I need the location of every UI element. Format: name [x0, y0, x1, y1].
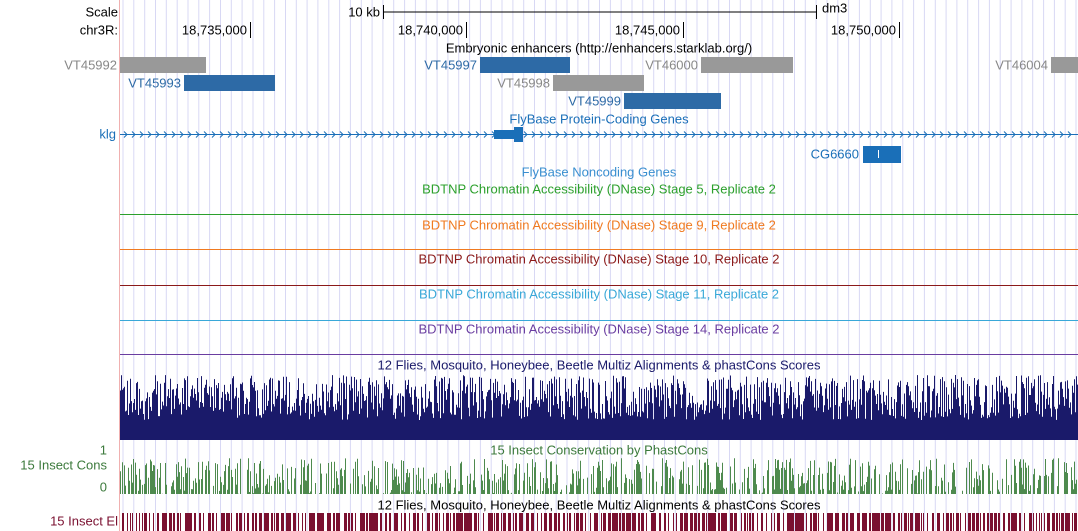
strand-arrows [123, 131, 1072, 138]
multiz-wiggle [120, 375, 1078, 440]
axis-label: 0 [100, 479, 107, 494]
enhancer-feature [624, 93, 721, 109]
enhancer-feature [480, 57, 570, 73]
gene-label: CG6660 [811, 146, 859, 161]
track-title: BDTNP Chromatin Accessibility (DNase) St… [418, 321, 779, 336]
scale-label: Scale [85, 4, 118, 19]
exon [514, 127, 523, 142]
gene-label: klg [99, 126, 116, 141]
position-label: 18,740,000 [398, 22, 463, 37]
enhancer-feature [553, 75, 644, 91]
exon [863, 146, 901, 163]
position-label: 18,745,000 [615, 22, 680, 37]
track-title: FlyBase Noncoding Genes [522, 164, 677, 179]
chrom-label: chr3R: [80, 22, 118, 37]
track-title: BDTNP Chromatin Accessibility (DNase) St… [418, 251, 779, 266]
track-title: BDTNP Chromatin Accessibility (DNase) St… [422, 181, 776, 196]
feature-label: VT45998 [497, 75, 550, 90]
track-title: 12 Flies, Mosquito, Honeybee, Beetle Mul… [378, 497, 821, 512]
phastcons-wiggle [120, 458, 1077, 494]
enhancer-feature [120, 57, 206, 73]
conserved-elements [122, 513, 1077, 531]
track-title: 12 Flies, Mosquito, Honeybee, Beetle Mul… [378, 357, 821, 372]
track-title: BDTNP Chromatin Accessibility (DNase) St… [419, 286, 779, 301]
feature-label: VT46000 [645, 57, 698, 72]
axis-label: 1 [100, 442, 107, 457]
track-title: 15 Insect Conservation by PhastCons [490, 442, 708, 457]
feature-label: VT45999 [568, 93, 621, 108]
assembly: dm3 [822, 0, 847, 15]
track-label: 15 Insect Cons [20, 457, 107, 472]
enhancer-feature [184, 75, 275, 91]
feature-label: VT45997 [424, 57, 477, 72]
feature-label: VT45992 [64, 57, 117, 72]
exon [494, 130, 515, 139]
scale-bar-label: 10 kb [348, 4, 380, 19]
feature-label: VT45993 [128, 75, 181, 90]
position-label: 18,735,000 [182, 22, 247, 37]
track-label: 15 Insect El [50, 513, 118, 528]
track-title: Embryonic enhancers (http://enhancers.st… [446, 40, 752, 55]
position-label: 18,750,000 [831, 22, 896, 37]
enhancer-feature [1051, 57, 1078, 73]
track-title: BDTNP Chromatin Accessibility (DNase) St… [422, 217, 776, 232]
feature-label: VT46004 [995, 57, 1048, 72]
track-title: FlyBase Protein-Coding Genes [509, 111, 689, 126]
enhancer-feature [701, 57, 793, 73]
